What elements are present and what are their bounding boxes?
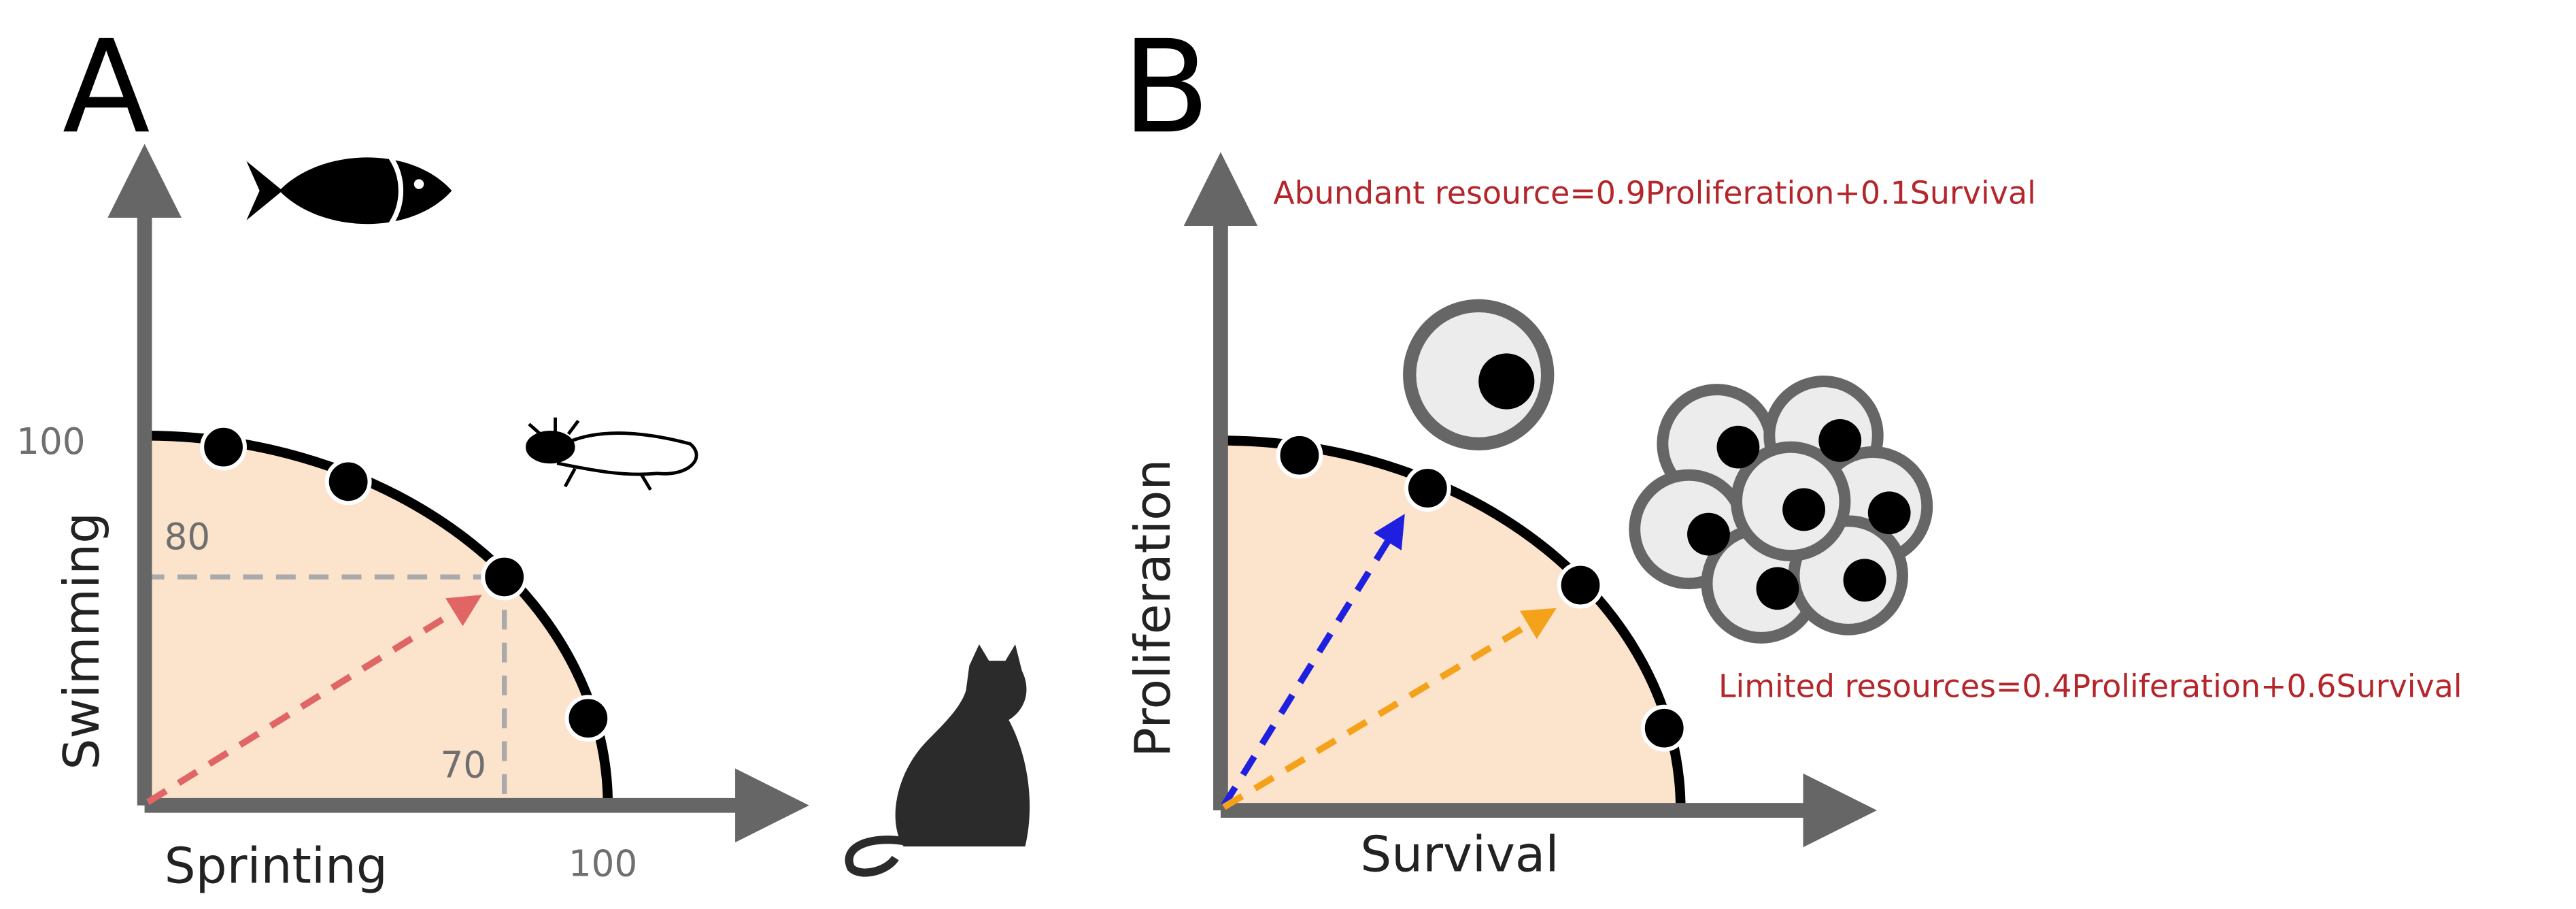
front-area bbox=[1220, 440, 1681, 811]
panel-label: A bbox=[63, 13, 150, 162]
axis-label: Swimming bbox=[54, 512, 111, 770]
arrow bbox=[1221, 514, 1405, 808]
axis-label: Sprinting bbox=[165, 838, 388, 895]
axolotl-icon bbox=[526, 417, 698, 491]
front-points bbox=[200, 423, 612, 742]
tick-label: 100 bbox=[569, 843, 637, 885]
axis-label: Survival bbox=[1360, 826, 1559, 883]
panel-b: B Abundant resource=0.9Proliferation+0.1… bbox=[1122, 13, 2462, 883]
front-area bbox=[144, 435, 608, 806]
cat-icon bbox=[845, 644, 1030, 877]
arrow bbox=[1222, 608, 1557, 810]
cell-nuclei bbox=[1687, 419, 1911, 610]
annotation: Limited resources=0.4Proliferation+0.6Su… bbox=[1718, 667, 2462, 704]
axis-label: Proliferation bbox=[1125, 459, 1182, 757]
annotation: Abundant resource=0.9Proliferation+0.1Su… bbox=[1273, 175, 2036, 212]
arrow bbox=[146, 595, 482, 806]
front-points bbox=[1276, 431, 1688, 752]
panel-label: B bbox=[1122, 13, 1210, 162]
fish-icon bbox=[246, 156, 452, 225]
tick-label: 80 bbox=[165, 516, 211, 558]
tick-label: 100 bbox=[16, 420, 85, 463]
tick-label: 70 bbox=[440, 744, 486, 787]
panel-a: A 100 80 70 100 Swimming Sprinting bbox=[16, 13, 1030, 895]
cell-icon bbox=[1403, 299, 1555, 450]
